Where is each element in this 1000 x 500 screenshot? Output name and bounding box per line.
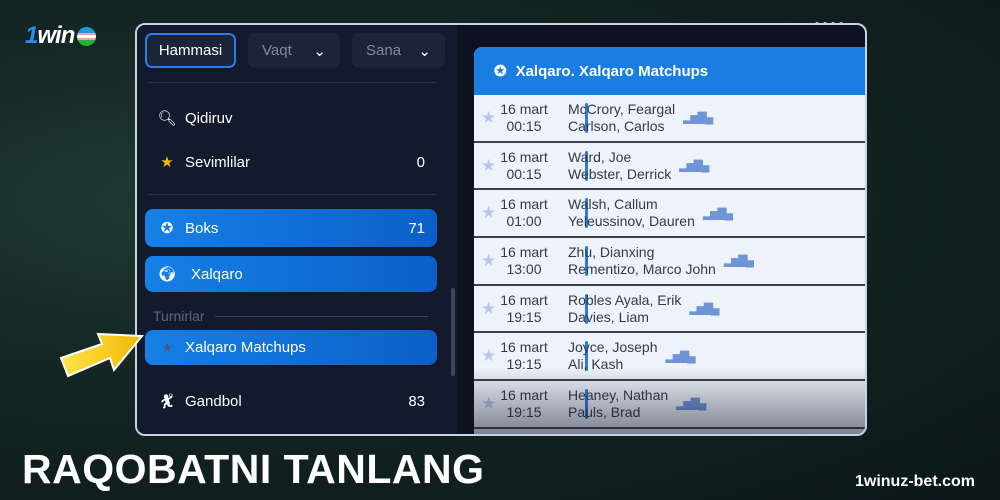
sidebar-item-international[interactable]: 🌍︎ Xalqaro <box>145 256 437 292</box>
divider <box>147 82 437 83</box>
filter-all-button[interactable]: Hammasi <box>145 33 236 68</box>
stats-icon[interactable]: ▂▅▇▄ <box>665 348 696 363</box>
boxing-icon: ✪ <box>494 63 507 80</box>
chevron-down-icon: ⌄ <box>313 42 326 60</box>
match-participants: Walsh, Callum Yeleussinov, Dauren ▂▅▇▄ <box>568 196 733 230</box>
stats-icon[interactable]: ▂▅▇▄ <box>689 301 719 316</box>
match-row[interactable]: ★ 16 mart 00:15 McCrory, Feargal Carlson, … <box>474 95 865 143</box>
match-datetime: 16 mart 00:15 <box>500 100 548 134</box>
favorite-star-icon[interactable]: ★ <box>481 346 497 366</box>
search-item[interactable]: 🔍︎ Qidiruv <box>157 109 233 128</box>
star-icon[interactable]: ★ <box>161 339 173 355</box>
site-url: 1winuz-bet.com <box>854 473 975 490</box>
sports-panel: Hammasi Vaqt ⌄ Sana ⌄ 🔍︎ Qidiruv ★ Sevimlila… <box>135 23 867 436</box>
match-row[interactable]: ★ 16 mart 19:15 Robles Ayala, Erik Davies,… <box>474 286 865 334</box>
match-datetime: 16 mart 13:00 <box>500 243 548 277</box>
favorite-star-icon[interactable]: ★ <box>481 298 497 318</box>
sidebar: Hammasi Vaqt ⌄ Sana ⌄ 🔍︎ Qidiruv ★ Sevimlila… <box>137 25 457 434</box>
scrollbar[interactable] <box>451 288 455 376</box>
filter-date-dropdown[interactable]: Sana ⌄ <box>352 33 445 68</box>
match-datetime: 16 mart 00:15 <box>500 148 548 182</box>
globe-icon: 🌍︎ <box>157 266 177 283</box>
favorite-star-icon[interactable]: ★ <box>481 155 497 175</box>
uzbekistan-flag-icon <box>77 26 97 46</box>
search-icon: 🔍︎ <box>157 110 177 127</box>
match-participants: Robles Ayala, Erik Davies, Liam ▂▅▇▄ <box>568 291 720 325</box>
match-participants: McCrory, Feargal Carlson, Carlos ▂▅▇▄ <box>568 100 713 134</box>
match-datetime: 16 mart 01:00 <box>500 196 548 230</box>
stats-icon[interactable]: ▂▅▇▄ <box>702 205 733 220</box>
boxing-icon: ✪ <box>160 220 174 237</box>
separator-bar <box>585 245 588 276</box>
sidebar-item-boxing[interactable]: ✪ Boks 71 <box>145 209 437 247</box>
stats-icon[interactable]: ▂▅▇▄ <box>683 110 713 125</box>
filter-time-dropdown[interactable]: Vaqt ⌄ <box>248 33 340 68</box>
separator-bar <box>585 293 588 324</box>
section-tournaments: Turnirlar <box>153 308 428 324</box>
star-icon: ★ <box>160 154 174 171</box>
favorite-star-icon[interactable]: ★ <box>481 250 497 270</box>
caption-title: RAQOBATNI TANLANG <box>22 446 485 492</box>
favorite-star-icon[interactable]: ★ <box>481 107 497 127</box>
stats-icon[interactable]: ▂▅▇▄ <box>723 253 754 268</box>
pointer-arrow-icon <box>59 332 145 378</box>
separator-bar <box>585 150 588 181</box>
card-header: ✪ Xalqaro. Xalqaro Matchups <box>474 47 865 95</box>
chevron-down-icon: ⌄ <box>418 42 431 60</box>
favorites-item[interactable]: ★ Sevimlilar 0 <box>145 143 437 181</box>
favorite-star-icon[interactable]: ★ <box>481 203 497 223</box>
match-row[interactable]: ★ 16 mart 00:15 Ward, Joe Webster, Derrick… <box>474 143 865 191</box>
handball-icon: 🤾︎ <box>157 393 177 410</box>
divider <box>147 194 437 195</box>
separator-bar <box>585 341 588 372</box>
match-participants: Zhu, Dianxing Rementizo, Marco John ▂▅▇▄ <box>568 243 754 277</box>
fade-overlay <box>474 367 865 434</box>
logo: 1 win <box>25 22 97 50</box>
matches-card: ✪ Xalqaro. Xalqaro Matchups ★ 16 mart 00:1… <box>474 47 865 434</box>
separator-bar <box>585 102 588 133</box>
sidebar-item-xalqaro-matchups[interactable]: ★ Xalqaro Matchups <box>145 330 437 365</box>
stats-icon[interactable]: ▂▅▇▄ <box>679 158 709 173</box>
sidebar-item-handball[interactable]: 🤾︎ Gandbol 83 <box>157 392 425 411</box>
match-row[interactable]: ★ 16 mart 01:00 Walsh, Callum Yeleussinov,… <box>474 190 865 239</box>
match-participants: Ward, Joe Webster, Derrick ▂▅▇▄ <box>568 148 709 182</box>
separator-bar <box>585 198 588 229</box>
match-row[interactable]: ★ 16 mart 13:00 Zhu, Dianxing Rementizo, M… <box>474 238 865 286</box>
